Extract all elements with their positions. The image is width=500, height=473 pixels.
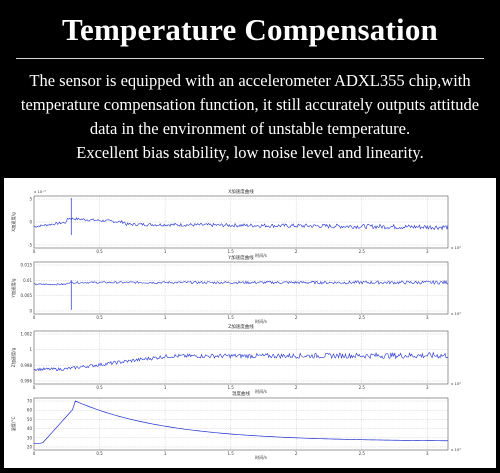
plot-title: X加速度曲线 <box>228 188 254 195</box>
x-tick-label: 2.5 <box>359 385 366 390</box>
x-tick-label: 2 <box>295 451 298 456</box>
x-tick-label: 0 <box>33 385 36 390</box>
y-tick-label: 0.998 <box>21 363 33 368</box>
x-tick-label: 2 <box>295 249 298 254</box>
plot-title: 温度曲线 <box>232 390 250 397</box>
signal-trace <box>34 400 449 444</box>
x-axis-label: 时间/s <box>255 454 267 461</box>
y-tick-label: 1 <box>29 347 32 352</box>
y-tick-label: 60 <box>27 408 33 413</box>
y-axis-label: Y加速度/g <box>10 278 17 299</box>
y-tick-label: 70 <box>27 399 33 404</box>
y-tick-label: 0.015 <box>21 263 33 268</box>
x-tick-label: 0 <box>33 315 36 320</box>
plot-title: Y加速度曲线 <box>227 254 254 261</box>
x-tick-label: 1.5 <box>227 385 234 390</box>
x-tick-label: 0.5 <box>96 315 103 320</box>
y-tick-label: 50 <box>27 417 33 422</box>
x-scale-label: x 10⁴ <box>451 447 461 452</box>
x-axis-label: 时间/s <box>255 252 267 259</box>
x-axis-label: 时间/s <box>255 388 267 395</box>
y-tick-label: 0 <box>29 309 32 314</box>
header: Temperature Compensation The sensor is e… <box>0 0 500 178</box>
plot-frame <box>33 261 449 315</box>
signal-trace <box>33 279 449 286</box>
x-tick-label: 1.5 <box>227 315 234 320</box>
x-tick-label: 1.5 <box>227 451 234 456</box>
page-title: Temperature Compensation <box>62 12 438 47</box>
x-tick-label: 2.5 <box>359 315 366 320</box>
y-axis-label: X加速度/g <box>10 212 17 232</box>
x-tick-label: 1 <box>164 385 167 390</box>
x-tick-label: 1 <box>164 249 167 254</box>
x-tick-label: 1 <box>164 315 167 320</box>
x-tick-label: 3 <box>426 451 429 456</box>
x-tick-label: 0.5 <box>96 385 103 390</box>
signal-trace <box>33 217 449 231</box>
x-scale-label: x 10⁴ <box>451 311 461 316</box>
y-axis-label: Z加速度/g <box>10 347 17 367</box>
x-tick-label: 0.5 <box>96 451 103 456</box>
x-tick-label: 0 <box>33 451 36 456</box>
x-tick-label: 3 <box>426 385 429 390</box>
y-tick-label: 5 <box>29 197 32 202</box>
plot-3: Z加速度曲线 0 0.5 1 1.5 2 2.5 3 1.002 1 0.998 0.996 Z加速度/… <box>10 323 461 395</box>
x-tick-label: 2.5 <box>359 451 366 456</box>
y-tick-label: 1.002 <box>21 332 33 337</box>
y-axis-label: 温度/°C <box>10 417 17 432</box>
plot-frame <box>33 397 449 451</box>
description-line-1: The sensor is equipped with an accelerom… <box>29 71 471 90</box>
y-tick-label: 0 <box>29 220 32 225</box>
x-tick-label: 1.5 <box>227 249 234 254</box>
x-tick-label: 0.5 <box>96 249 103 254</box>
description-line-4: Excellent bias stability, low noise leve… <box>76 143 424 162</box>
description: The sensor is equipped with an accelerom… <box>4 69 496 165</box>
x-tick-label: 3 <box>426 249 429 254</box>
plot-2: Y加速度曲线 0 0.5 1 1.5 2 2.5 3 0.015 0.01 0.005 0 Y加速度/g… <box>10 254 461 325</box>
y-tick-label: -5 <box>28 243 32 248</box>
title-underline <box>16 58 484 59</box>
signal-trace <box>33 351 449 372</box>
plot-title: Z加速度曲线 <box>228 323 254 330</box>
y-tick-label: 40 <box>27 426 33 431</box>
x-scale-label: x 10⁴ <box>451 245 461 250</box>
x-tick-label: 2 <box>295 315 298 320</box>
x-tick-label: 3 <box>426 315 429 320</box>
x-tick-label: 0 <box>33 249 36 254</box>
sensor-plots-panel: X加速度曲线 0 0.5 1 1.5 2 2.5 3 5 0 -5 X加速度/g 时间/s x 10⁴ x … <box>4 178 496 468</box>
x-axis-label: 时间/s <box>255 318 267 325</box>
y-tick-label: 0.01 <box>23 278 32 283</box>
x-scale-label: x 10⁴ <box>451 381 461 386</box>
y-tick-label: 30 <box>27 435 33 440</box>
plot-4: 温度曲线 0 0.5 1 1.5 2 2.5 3 70 60 50 40 30 20 温度/°C 时间/s x … <box>10 390 461 461</box>
x-tick-label: 1 <box>164 451 167 456</box>
x-tick-label: 2.5 <box>359 249 366 254</box>
description-line-3: data in the environment of unstable temp… <box>89 119 411 138</box>
y-tick-label: 20 <box>27 445 33 450</box>
x-tick-label: 2 <box>295 385 298 390</box>
description-line-2: temperature compensation function, it st… <box>20 95 480 114</box>
y-tick-label: 0.005 <box>21 293 33 298</box>
y-tick-label: 0.996 <box>21 379 33 384</box>
y-scale-label: x 10⁻³ <box>34 189 46 194</box>
